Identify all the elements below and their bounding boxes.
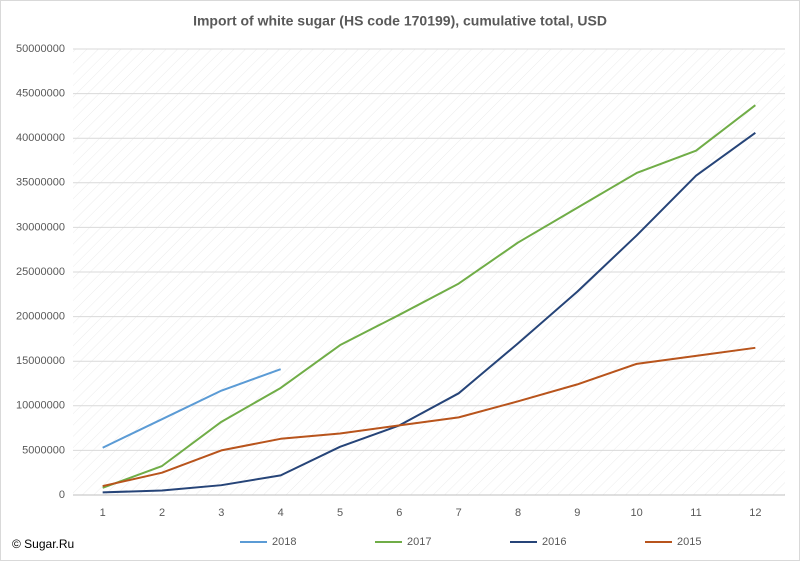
series-line	[102, 104, 756, 489]
x-tick-label: 3	[218, 507, 224, 519]
x-tick-label: 10	[631, 507, 643, 519]
x-tick-label: 7	[456, 507, 462, 519]
x-tick-label: 11	[690, 507, 701, 519]
x-tick-label: 1	[100, 507, 106, 519]
y-tick-label: 50000000	[16, 43, 65, 55]
x-tick-label: 9	[574, 507, 580, 519]
y-tick-label: 5000000	[22, 444, 65, 456]
y-tick-label: 10000000	[16, 400, 65, 412]
y-tick-label: 30000000	[16, 221, 65, 233]
legend-label: 2015	[677, 536, 701, 548]
chart-title: Import of white sugar (HS code 170199), …	[193, 13, 607, 29]
legend-label: 2016	[542, 536, 566, 548]
y-tick-label: 15000000	[16, 355, 65, 367]
y-tick-label: 0	[59, 489, 65, 501]
y-tick-label: 25000000	[16, 266, 65, 278]
series-line	[102, 132, 756, 494]
x-tick-label: 5	[337, 507, 343, 519]
x-tick-label: 2	[159, 507, 165, 519]
series-line	[102, 368, 282, 449]
credit: © Sugar.Ru	[12, 537, 74, 551]
x-tick-label: 8	[515, 507, 521, 519]
x-tick-label: 12	[749, 507, 761, 519]
series-line	[102, 346, 756, 488]
x-tick-label: 6	[396, 507, 402, 519]
legend-label: 2018	[272, 536, 296, 548]
y-tick-label: 20000000	[16, 311, 65, 323]
y-tick-label: 45000000	[16, 88, 65, 100]
y-tick-label: 35000000	[16, 177, 65, 189]
legend-label: 2017	[407, 536, 431, 548]
y-tick-label: 40000000	[16, 132, 65, 144]
x-tick-label: 4	[278, 507, 284, 519]
